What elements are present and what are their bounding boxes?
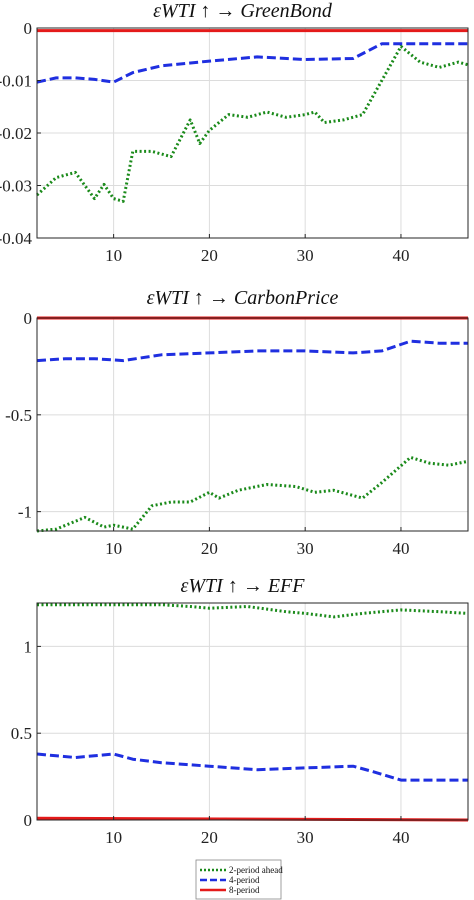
legend-label-2-period: 2-period ahead [229, 865, 283, 875]
panel-title: εWTI ↑ → EFF [181, 575, 306, 597]
legend-box: 2-period ahead 4-period 8-period [195, 859, 283, 900]
y-tick-label: -1 [18, 503, 32, 522]
x-tick-label: 30 [297, 828, 314, 847]
y-tick-label: 0 [24, 811, 33, 830]
x-tick-label: 20 [201, 539, 218, 558]
axes-frame [36, 317, 469, 532]
y-tick-label: 0 [24, 19, 33, 38]
y-tick-label: 0 [24, 309, 33, 328]
x-tick-label: 30 [297, 539, 314, 558]
y-tick-label: -0.02 [0, 124, 32, 143]
panel-title: εWTI ↑ → GreenBond [153, 0, 333, 22]
y-tick-label: -0.03 [0, 177, 32, 196]
series-line-two-period [37, 603, 469, 619]
y-tick-label: -0.01 [0, 72, 32, 91]
series-line-four-period [36, 752, 468, 782]
series-line-two-period [35, 44, 469, 203]
panel-title: εWTI ↑ → CarbonPrice [147, 287, 339, 309]
panel-3: 0 0.5 1 10 20 30 40 εWTI ↑ → EFF [11, 575, 469, 847]
x-tick-label: 20 [201, 246, 218, 265]
plot-area [37, 603, 468, 820]
x-tick-label: 40 [392, 539, 409, 558]
series-line-four-period [36, 42, 468, 84]
y-tick-label: 1 [24, 637, 33, 656]
x-tick-label: 40 [392, 828, 409, 847]
y-tick-label: -0.04 [0, 229, 32, 248]
x-tick-label: 10 [105, 828, 122, 847]
panel-2: 0 -0.5 -1 10 20 30 40 εWTI ↑ → CarbonPrice [5, 287, 469, 558]
y-tick-label: -0.5 [5, 406, 32, 425]
legend-label-4-period: 4-period [229, 875, 260, 885]
x-tick-label: 30 [297, 246, 314, 265]
x-tick-label: 10 [105, 539, 122, 558]
series-line-two-period [36, 455, 469, 533]
series-line-four-period [36, 339, 468, 363]
y-tick-label: 0.5 [11, 724, 32, 743]
x-tick-label: 10 [105, 246, 122, 265]
panel-1: 0 -0.01 -0.02 -0.03 -0.04 10 20 30 40 εWTI ↑ → Gr… [0, 0, 469, 265]
plot-area [37, 318, 468, 531]
legend-label-8-period: 8-period [229, 885, 260, 895]
x-tick-label: 20 [201, 828, 218, 847]
x-tick-label: 40 [392, 246, 409, 265]
axes-frame [36, 602, 469, 821]
